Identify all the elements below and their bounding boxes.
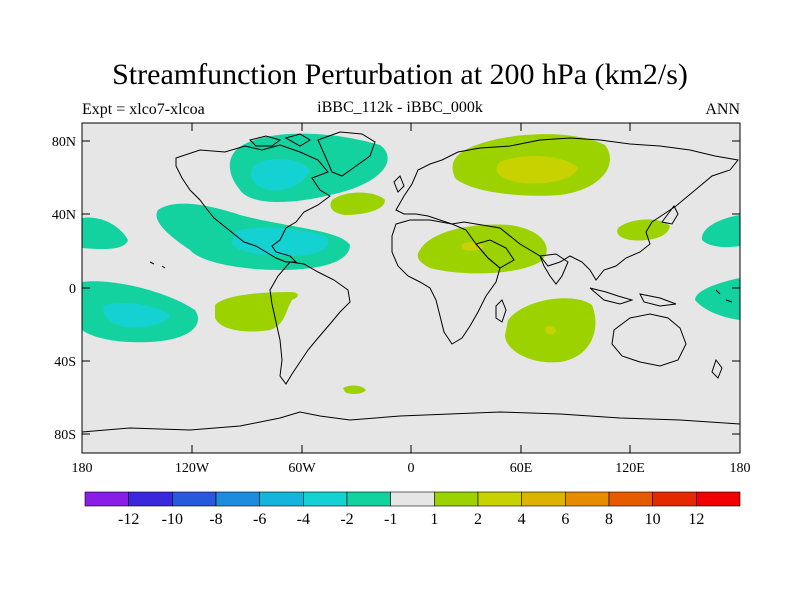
contour-middle-east-pos [417,224,547,274]
contour-middle-east-core [462,241,484,251]
colorbar-label: 4 [518,511,526,528]
colorbar-swatch [84,491,129,507]
coastline-australia [611,313,687,367]
colorbar-label: -1 [384,511,397,528]
colorbar-label: -10 [162,511,183,528]
colorbar: -12 -10 -8 -6 -4 -2 -1 1 2 4 6 8 10 12 [84,491,741,528]
coastline-small-islands [149,261,733,303]
colorbar-label: -4 [297,511,310,528]
coastline-arabia [475,239,515,269]
colorbar-label: 6 [561,511,569,528]
colorbar-swatch [696,491,741,507]
coastline-antarctica [82,411,740,433]
coastline-arctic-islands [249,133,311,147]
contour-east-pacific-edge [701,215,740,248]
longitude-ticks [191,123,631,453]
lat-label: 40N [52,208,76,223]
colorbar-swatch [215,491,260,507]
colorbar-swatch [259,491,304,507]
colorbar-swatch [652,491,697,507]
colorbar-swatch [521,491,566,507]
coastline-greenland [317,131,376,177]
contour-southeast-pacific-core [103,303,170,328]
coastline-indonesia [589,287,677,307]
colorbar-swatch [608,491,653,507]
contour-east-asia-pos [617,219,670,241]
lon-label: 60E [510,461,533,476]
coastline-british-isles [393,175,405,193]
contour-south-atlantic-pos [215,292,298,332]
contour-indian-ocean-core [545,325,556,335]
coastlines [82,131,740,433]
colorbar-label: -6 [253,511,266,528]
coastline-india [539,253,569,285]
contour-southern-ocean-pos [343,385,366,395]
coastline-japan [661,205,679,225]
lon-label: 120W [175,461,210,476]
latitude-ticks [82,140,740,435]
lon-label: 120E [615,461,645,476]
colorbar-swatch [390,491,435,507]
colorbar-label: 8 [605,511,613,528]
contour-fills [82,133,740,395]
lon-label: 60W [288,461,316,476]
contour-north-atlantic-pos [330,192,385,215]
colorbar-swatch [346,491,391,507]
lat-label: 80N [52,135,76,150]
coastline-south-america [269,261,351,385]
contour-indian-ocean-neg [695,278,740,320]
lat-label: 80S [54,428,76,443]
coastline-madagascar [495,299,507,323]
colorbar-swatch [565,491,610,507]
colorbar-label: -2 [340,511,353,528]
contour-north-america-core [250,158,310,191]
colorbar-label: -8 [209,511,222,528]
contour-west-pacific-neg [82,217,128,250]
colorbar-label: 2 [474,511,482,528]
contour-caribbean-core [232,227,329,256]
lat-label: 40S [54,355,76,370]
lon-label: 0 [408,461,415,476]
coastline-north-america [175,144,331,263]
colorbar-label: 12 [688,511,704,528]
coastline-eurasia [395,137,739,281]
colorbar-swatch [303,491,348,507]
case-label: iBBC_112k - iBBC_000k [317,99,483,116]
colorbar-swatch [128,491,173,507]
colorbar-label: -12 [118,511,139,528]
plot-title: Streamfunction Perturbation at 200 hPa (… [112,58,688,91]
lon-label: 180 [730,461,751,476]
colorbar-swatch [434,491,479,507]
coastline-africa [391,219,501,345]
colorbar-swatch [477,491,522,507]
season-label: ANN [705,101,740,118]
experiment-label: Expt = xlco7-xlcoa [82,101,205,118]
contour-eurasia-core [496,156,578,184]
map-background [82,123,740,453]
coastline-new-zealand [711,358,723,379]
lat-label: 0 [69,282,76,297]
lon-label: 180 [72,461,93,476]
colorbar-label: 1 [430,511,438,528]
colorbar-label: 10 [645,511,661,528]
colorbar-swatch [172,491,217,507]
